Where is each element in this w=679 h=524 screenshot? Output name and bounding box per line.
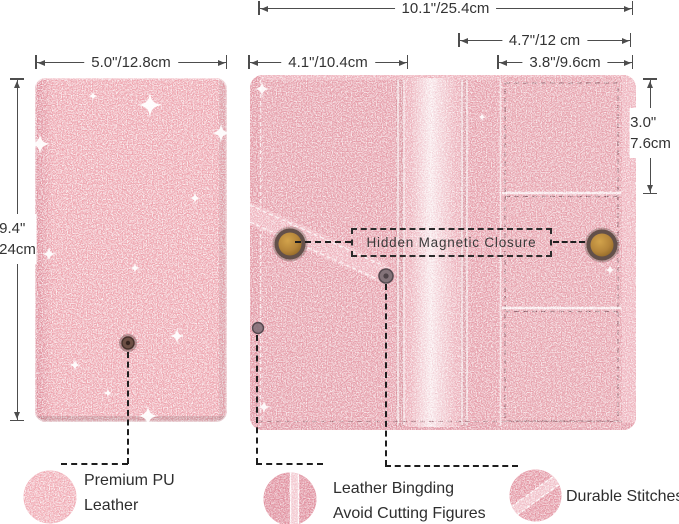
premium-pu-label: Premium PU Leather bbox=[84, 468, 175, 518]
magnetic-snap-left-icon bbox=[272, 226, 308, 262]
callout-binding-horizontal bbox=[256, 463, 323, 465]
leather-binding-line2: Avoid Cutting Figures bbox=[333, 505, 486, 522]
dim-closed-width-label: 5.0"/12.8cm bbox=[84, 54, 178, 72]
dim-height-inches: 9.4" bbox=[0, 220, 26, 238]
leather-binding-label: Leather Bingding Avoid Cutting Figures bbox=[333, 476, 486, 524]
dim-height: 9.4" 24cm bbox=[0, 78, 37, 421]
closed-wallet-image bbox=[35, 78, 227, 422]
snap-stud-icon bbox=[119, 334, 137, 352]
dim-card-pocket-width-label: 3.8"/9.6cm bbox=[522, 54, 608, 72]
sparkle-icon bbox=[254, 81, 616, 414]
open-wallet-image bbox=[250, 75, 636, 430]
dim-card-pocket-width: 3.8"/9.6cm bbox=[497, 54, 633, 72]
durable-stitches-swatch bbox=[509, 469, 562, 522]
dim-left-panel-width: 4.1"/10.4cm bbox=[248, 54, 408, 72]
dim-height-label: 9.4" 24cm bbox=[0, 214, 37, 265]
callout-premium-vertical bbox=[127, 352, 129, 464]
dim-total-width: 10.1"/25.4cm bbox=[258, 0, 633, 18]
leather-binding-line1: Leather Bingding bbox=[333, 480, 454, 497]
dim-pocket-height-cm: 7.6cm bbox=[630, 134, 671, 152]
strap-rivet-icon bbox=[378, 268, 394, 284]
premium-pu-line1: Premium PU bbox=[84, 472, 175, 489]
magnetic-closure-callout: Hidden Magnetic Closure bbox=[351, 228, 552, 257]
callout-stitches-horizontal bbox=[385, 465, 518, 467]
dim-closed-width: 5.0"/12.8cm bbox=[35, 54, 227, 72]
callout-premium-horizontal bbox=[61, 463, 128, 465]
magnetic-snap-right-icon bbox=[584, 227, 620, 263]
dim-total-width-label: 10.1"/25.4cm bbox=[394, 0, 497, 18]
binding-rivet-icon bbox=[251, 321, 265, 335]
dim-height-cm: 24cm bbox=[0, 241, 36, 259]
dim-back-pocket-width: 4.7"/12 cm bbox=[458, 32, 631, 50]
callout-stitches-vertical bbox=[385, 284, 387, 466]
premium-pu-line2: Leather bbox=[84, 497, 139, 514]
dim-pocket-height-label: 3.0" 7.6cm bbox=[629, 107, 672, 158]
closure-connector-left bbox=[295, 241, 351, 243]
closure-connector-right bbox=[553, 241, 585, 243]
callout-binding-vertical bbox=[256, 335, 258, 464]
dim-pocket-height: 3.0" 7.6cm bbox=[629, 78, 672, 194]
dim-left-panel-width-label: 4.1"/10.4cm bbox=[281, 54, 375, 72]
durable-stitches-line1: Durable Stitches bbox=[566, 488, 679, 505]
premium-pu-swatch bbox=[23, 470, 77, 524]
dim-pocket-height-inches: 3.0" bbox=[630, 113, 657, 131]
leather-binding-swatch bbox=[263, 472, 317, 524]
sparkle-icon bbox=[35, 91, 227, 422]
dim-back-pocket-width-label: 4.7"/12 cm bbox=[501, 32, 588, 50]
durable-stitches-label: Durable Stitches bbox=[566, 484, 679, 509]
